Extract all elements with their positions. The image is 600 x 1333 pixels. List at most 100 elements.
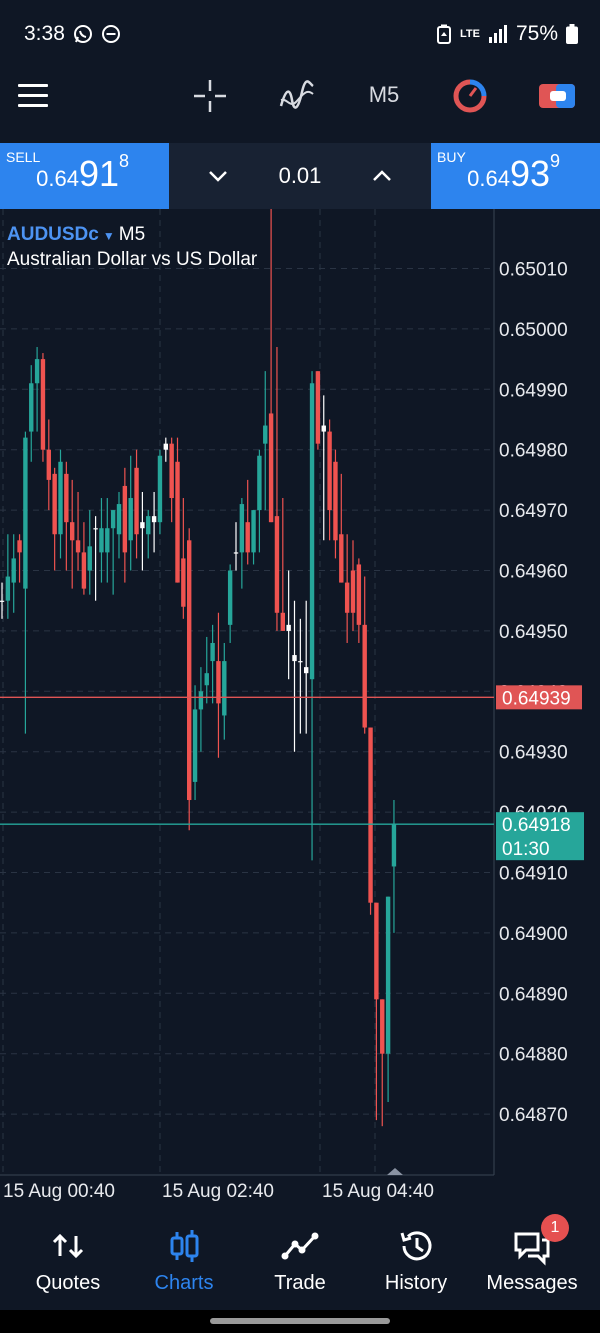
candle-body xyxy=(23,437,28,589)
candle-body xyxy=(356,564,362,625)
whatsapp-icon xyxy=(73,25,92,43)
one-click-trading-icon[interactable] xyxy=(538,80,576,112)
candle-body xyxy=(204,673,209,686)
candle-body xyxy=(116,504,122,535)
candle-body xyxy=(263,425,268,444)
candle-body xyxy=(75,540,81,553)
candle-body xyxy=(222,661,227,716)
candle-body xyxy=(163,443,168,450)
signal-icon xyxy=(488,25,507,43)
candle-body xyxy=(391,824,397,867)
candle-body xyxy=(339,534,344,583)
sell-price-fraction: 8 xyxy=(118,151,129,171)
buy-label: BUY xyxy=(437,149,466,165)
candle-body xyxy=(157,455,163,523)
candle-body xyxy=(187,540,192,801)
trade-icon xyxy=(281,1232,319,1260)
time-tick-label: 15 Aug 04:40 xyxy=(322,1181,434,1202)
candle-body xyxy=(70,522,75,541)
candle-body xyxy=(192,709,198,782)
symbol-name[interactable]: AUDUSDc xyxy=(7,224,99,245)
symbol-dropdown-icon[interactable]: ▼ xyxy=(102,229,115,243)
candle-body xyxy=(344,582,350,613)
price-chart[interactable]: 0.65010 0.65000 0.64990 0.64980 0.64970 0.649… xyxy=(0,209,600,1211)
candle-body xyxy=(374,902,379,1000)
bid-price-tag xyxy=(496,812,584,861)
menu-icon[interactable] xyxy=(18,84,50,108)
sell-label: SELL xyxy=(6,149,41,165)
battery-percent: 75% xyxy=(515,22,558,45)
candle-body xyxy=(385,896,391,1054)
messages-badge: 1 xyxy=(541,1214,569,1242)
candle-body xyxy=(169,443,174,499)
nav-quotes[interactable]: Quotes xyxy=(10,1226,126,1300)
buy-price: 0.64939 xyxy=(467,151,560,195)
candle-body xyxy=(333,461,338,541)
battery-saver-icon xyxy=(437,24,451,44)
ask-price-tag xyxy=(496,685,582,710)
sell-button[interactable]: SELL 0.64918 xyxy=(0,143,169,209)
candle-body xyxy=(34,359,40,384)
history-icon xyxy=(400,1231,432,1261)
charts-icon xyxy=(170,1230,199,1262)
symbol-timeframe: M5 xyxy=(118,224,146,245)
volume-value[interactable]: 0.01 xyxy=(278,163,322,188)
quotes-icon xyxy=(52,1233,84,1259)
sell-price-prefix: 0.64 xyxy=(36,166,79,191)
candle-body xyxy=(309,383,315,680)
bottom-navigation xyxy=(0,1212,600,1314)
candle-body xyxy=(140,522,145,529)
candle-body xyxy=(239,504,245,553)
network-type: LTE xyxy=(460,28,480,40)
candle-body xyxy=(93,528,98,530)
nav-history[interactable]: History xyxy=(358,1226,474,1300)
candle-body xyxy=(58,461,63,535)
candle-body xyxy=(181,558,186,607)
sell-price: 0.64918 xyxy=(36,151,129,195)
candle-body xyxy=(81,552,87,589)
buy-button[interactable]: BUY 0.64939 xyxy=(431,143,600,209)
price-tick-label: 0.64870 xyxy=(499,1105,568,1126)
price-tick-label: 0.64970 xyxy=(499,501,568,522)
timeframe-button[interactable]: M5 xyxy=(368,82,400,107)
nav-label: Messages xyxy=(486,1272,578,1294)
home-gesture-handle[interactable] xyxy=(210,1318,390,1324)
price-tick-label: 0.64880 xyxy=(499,1045,568,1066)
nav-trade[interactable]: Trade xyxy=(242,1226,358,1300)
nav-messages[interactable]: Messages xyxy=(474,1226,590,1300)
speed-icon[interactable] xyxy=(452,78,488,114)
status-time: 3:38 xyxy=(24,22,121,46)
candle-countdown-label: 01:30 xyxy=(502,839,550,860)
candle-body xyxy=(321,425,326,432)
volume-increase-icon[interactable] xyxy=(369,163,395,189)
candle-body xyxy=(368,727,373,903)
price-tick-label: 0.64890 xyxy=(499,984,568,1005)
price-tick-label: 0.65000 xyxy=(499,320,568,341)
buy-price-pips: 93 xyxy=(509,153,550,194)
ask-price-label: 0.64939 xyxy=(502,688,571,709)
crosshair-icon[interactable] xyxy=(192,78,228,114)
candle-body xyxy=(46,449,51,480)
price-tick-label: 0.64950 xyxy=(499,622,568,643)
nav-label: History xyxy=(384,1272,448,1294)
indicators-icon[interactable] xyxy=(278,78,316,114)
symbol-header[interactable]: AUDUSDc ▼ M5 xyxy=(7,224,145,246)
price-tick-label: 0.64990 xyxy=(499,380,568,401)
candle-body xyxy=(327,431,332,511)
time-tick-label: 15 Aug 02:40 xyxy=(162,1181,274,1202)
candle-body xyxy=(17,540,22,553)
candle-body xyxy=(87,546,92,571)
clock-text: 3:38 xyxy=(24,22,65,45)
nav-charts[interactable]: Charts xyxy=(126,1226,242,1300)
buy-price-prefix: 0.64 xyxy=(467,166,510,191)
candle-body xyxy=(146,516,151,535)
battery-icon xyxy=(566,24,578,44)
candle-body xyxy=(134,467,139,535)
candle-body xyxy=(315,371,321,444)
candle-body xyxy=(350,570,356,613)
candle-body xyxy=(210,642,215,662)
volume-decrease-icon[interactable] xyxy=(205,163,231,189)
candle-body xyxy=(298,661,303,663)
candle-body xyxy=(362,624,367,728)
candle-body xyxy=(110,510,116,529)
